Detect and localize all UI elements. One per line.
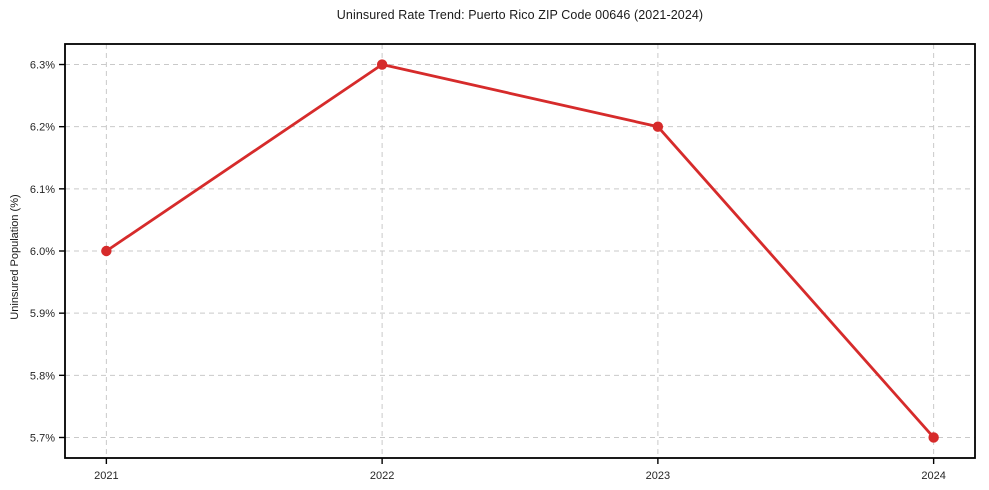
data-point-marker (928, 432, 939, 443)
y-tick-label: 6.1% (30, 184, 55, 196)
y-tick-label: 6.2% (30, 122, 55, 134)
y-tick-label: 6.0% (30, 246, 55, 258)
data-point-marker (376, 59, 388, 70)
chart-title: Uninsured Rate Trend: Puerto Rico ZIP Co… (336, 8, 704, 22)
y-tick-label: 5.8% (30, 370, 55, 382)
x-tick-label: 2023 (646, 470, 670, 482)
y-tick-label: 5.9% (30, 308, 55, 320)
data-point-marker (101, 245, 112, 257)
y-tick-label: 6.3% (30, 60, 55, 72)
y-tick-label: 5.7% (30, 432, 55, 444)
data-point-marker (652, 121, 664, 132)
x-tick-label: 2024 (921, 470, 945, 482)
trend-line (104, 63, 936, 439)
x-tick-label: 2021 (94, 470, 118, 482)
y-axis-label: Uninsured Population (%) (9, 194, 21, 320)
x-tick-label: 2022 (370, 470, 394, 482)
